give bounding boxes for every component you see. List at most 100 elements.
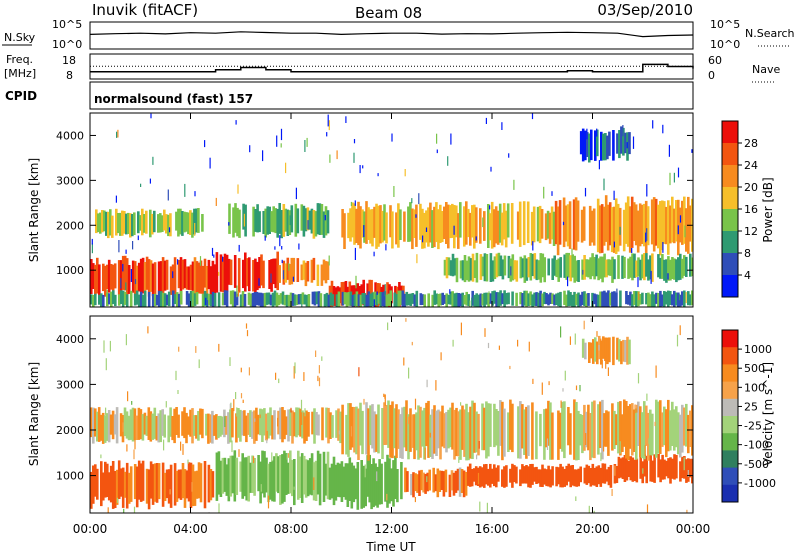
power-colorbar-swatch — [722, 121, 738, 144]
velocity-cell — [153, 407, 157, 439]
velocity-cell — [211, 471, 215, 498]
velocity-cell — [149, 461, 153, 499]
power-cell — [268, 206, 271, 234]
power-cell — [495, 253, 499, 278]
power-speckle — [632, 136, 635, 149]
velocity-speckle — [169, 489, 171, 495]
power-cell — [247, 292, 251, 305]
power-speckle — [167, 189, 169, 201]
power-cell — [498, 203, 502, 243]
power-cell — [557, 292, 560, 307]
velocity-cell — [412, 472, 415, 498]
velocity-speckle — [286, 454, 288, 460]
power-cell — [106, 264, 109, 289]
velocity-cell — [415, 412, 418, 451]
velocity-cell — [374, 463, 377, 506]
velocity-cell — [597, 465, 601, 485]
power-cell — [433, 206, 436, 248]
power-cell — [550, 206, 554, 240]
velocity-speckle — [687, 470, 689, 477]
velocity-cell — [434, 474, 438, 492]
power-cell — [153, 210, 156, 233]
velocity-cell — [487, 403, 490, 457]
power-cell — [616, 133, 619, 154]
power-cell — [219, 254, 223, 292]
velocity-cell — [201, 408, 204, 439]
power-speckle — [613, 190, 615, 200]
power-cell — [411, 293, 415, 304]
velocity-cell — [613, 410, 616, 449]
velocity-cell — [229, 455, 233, 497]
velocity-speckle — [686, 509, 688, 513]
velocity-cell — [495, 409, 498, 446]
velocity-cell — [215, 452, 219, 501]
velocity-cell — [521, 404, 524, 449]
power-cell — [367, 291, 371, 307]
power-speckle — [169, 231, 171, 235]
power-cell — [229, 259, 233, 286]
power-cell — [669, 205, 672, 244]
power-speckle — [118, 240, 120, 253]
velocity-colorbar-frame — [721, 329, 739, 503]
velocity-cell — [417, 405, 420, 460]
power-cell — [203, 290, 207, 306]
power-cell — [285, 294, 289, 307]
power-cell — [431, 294, 434, 307]
power-cell — [246, 258, 249, 287]
power-cell — [357, 294, 361, 307]
velocity-cell — [424, 473, 427, 494]
power-speckle — [307, 220, 309, 230]
power-cell — [123, 255, 127, 291]
power-speckle — [149, 178, 151, 184]
velocity-cell — [433, 405, 436, 454]
power-speckle — [447, 156, 449, 166]
velocity-cell — [445, 412, 448, 453]
power-cell — [667, 256, 670, 281]
power-cell — [155, 294, 159, 306]
power-cell — [207, 259, 211, 290]
power-cell — [117, 213, 120, 234]
power-cell — [443, 294, 446, 304]
power-cell — [242, 259, 245, 289]
velocity-speckle — [574, 333, 576, 345]
velocity-speckle — [588, 505, 590, 513]
power-cell — [121, 210, 124, 236]
velocity-cell — [395, 404, 398, 458]
velocity-cell — [471, 400, 474, 459]
velocity-cell — [485, 464, 488, 485]
power-cell — [523, 290, 526, 306]
power-cell — [583, 291, 586, 306]
power-cell — [179, 290, 183, 305]
freq-axis-unit: [MHz] — [4, 67, 36, 80]
velocity-cell — [525, 406, 528, 459]
power-cell — [114, 294, 117, 306]
power-cell — [329, 292, 333, 306]
power-cell — [115, 208, 118, 236]
power-speckle — [120, 278, 122, 289]
power-speckle — [662, 124, 664, 134]
power-cell — [141, 208, 144, 236]
power-cell — [661, 254, 664, 279]
power-cell — [661, 200, 664, 251]
power-cell — [262, 260, 265, 289]
velocity-cell — [543, 468, 546, 485]
power-cell — [195, 261, 199, 293]
power-cell — [139, 258, 143, 296]
power-speckle — [329, 154, 331, 163]
power-cell — [197, 208, 200, 233]
power-cell — [526, 201, 530, 243]
power-cell — [681, 258, 684, 279]
power-cell — [99, 212, 102, 234]
power-cell — [379, 292, 383, 307]
velocity-speckle — [218, 503, 220, 513]
velocity-speckle — [414, 398, 417, 410]
power-cell — [451, 291, 454, 307]
power-cell — [175, 292, 179, 307]
velocity-cell — [633, 409, 636, 452]
velocity-cell — [431, 409, 434, 459]
velocity-cell — [601, 463, 605, 484]
power-cell — [409, 293, 413, 306]
velocity-cell — [235, 413, 238, 443]
power-cell — [590, 210, 594, 243]
power-cell — [211, 260, 215, 295]
